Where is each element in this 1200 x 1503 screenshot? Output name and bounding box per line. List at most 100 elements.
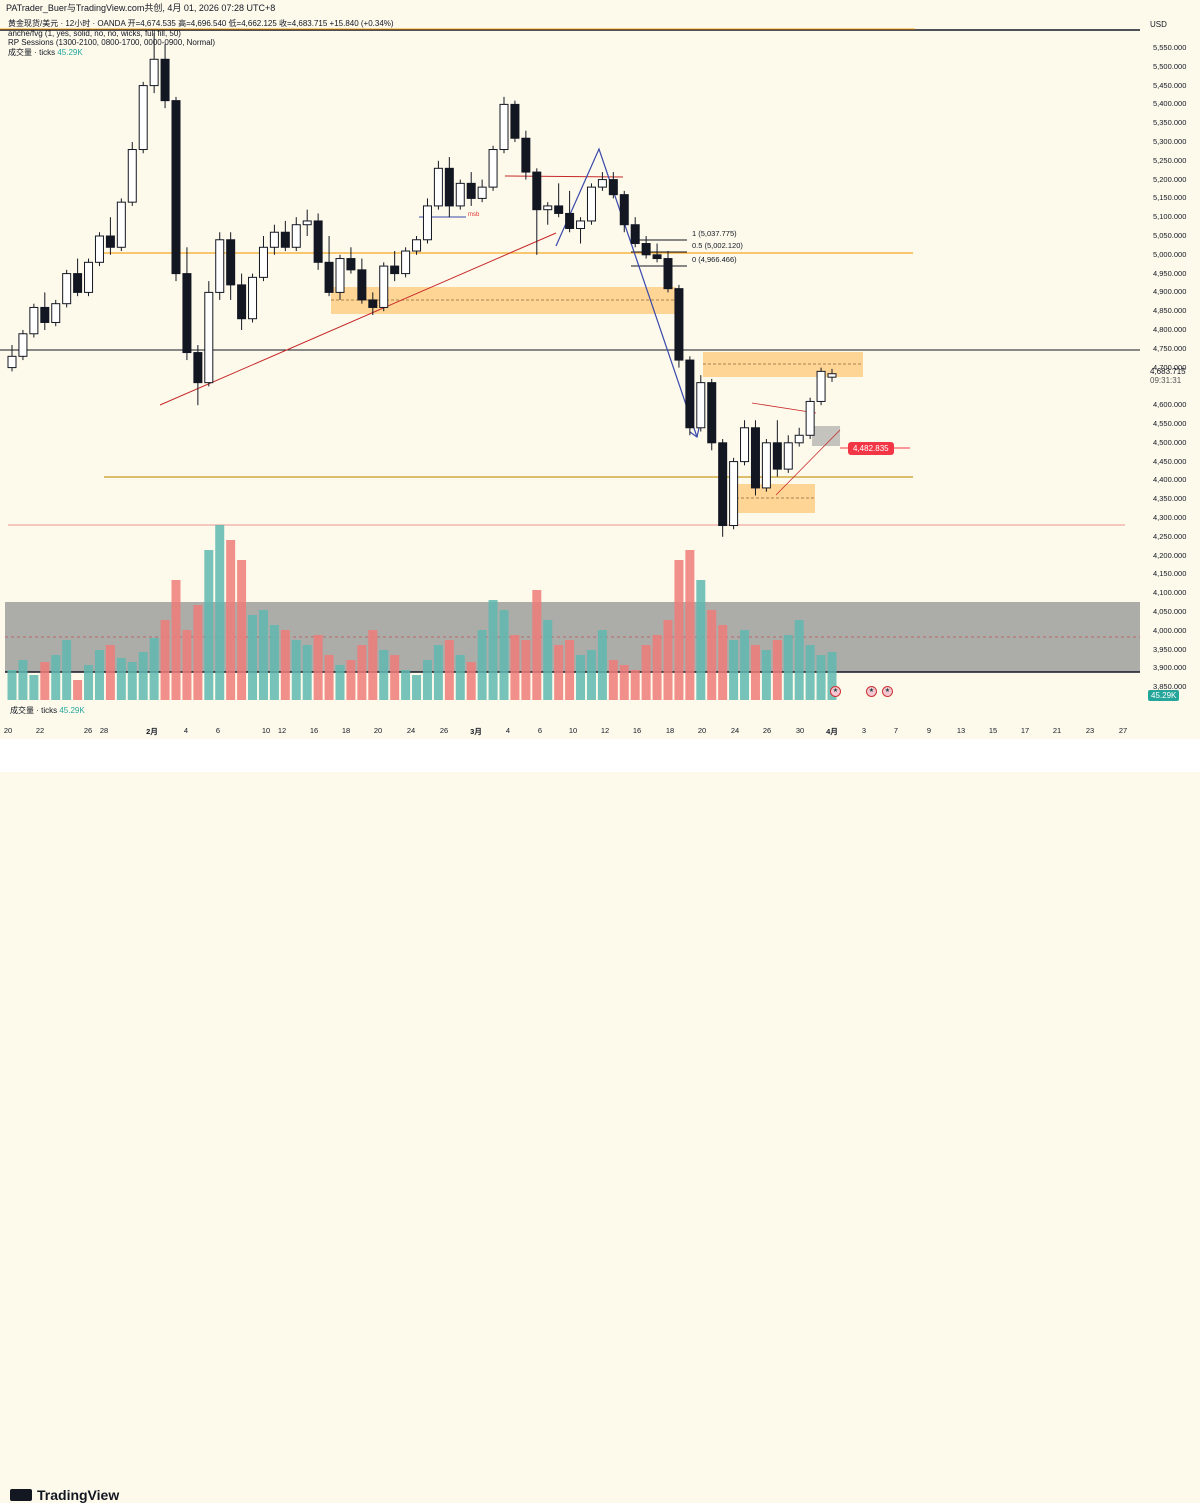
volume-bar bbox=[258, 610, 268, 700]
candle-body bbox=[346, 258, 356, 271]
candle-body bbox=[761, 442, 771, 489]
volume-bar bbox=[532, 590, 542, 700]
date-tick-label: 4 bbox=[183, 726, 189, 735]
gray-box bbox=[812, 426, 840, 446]
volume-bar bbox=[269, 625, 279, 700]
price-tick-label: 5,450.000 bbox=[1153, 80, 1187, 90]
volume-bar bbox=[357, 645, 367, 700]
price-tick-label: 4,050.000 bbox=[1153, 607, 1187, 616]
us-flag-icon[interactable]: ★ bbox=[866, 686, 877, 697]
chart-title-bar: PATrader_Buer与TradingView.com共创, 4月 01, … bbox=[0, 0, 1200, 17]
candle-body bbox=[390, 265, 400, 275]
date-tick-label: 13 bbox=[956, 726, 966, 735]
volume-bar bbox=[368, 630, 378, 700]
volume-bar bbox=[576, 655, 586, 700]
volume-bar bbox=[488, 600, 498, 700]
volume-bar bbox=[543, 620, 553, 700]
price-tick-label: 4,500.000 bbox=[1153, 437, 1187, 447]
candle-body bbox=[772, 442, 782, 470]
volume-pane-label: 成交量 · ticks bbox=[10, 706, 58, 715]
candle-body bbox=[794, 434, 804, 444]
candle-body bbox=[674, 288, 684, 361]
volume-bar bbox=[466, 662, 476, 700]
volume-bar bbox=[160, 620, 170, 700]
volume-bar bbox=[630, 670, 640, 700]
volume-bar bbox=[401, 670, 411, 700]
candle-body bbox=[18, 333, 28, 357]
candle-body bbox=[84, 261, 94, 293]
candle-body bbox=[805, 400, 815, 436]
volume-bar bbox=[597, 630, 607, 700]
date-tick-label: 20 bbox=[3, 726, 13, 735]
tradingview-logo[interactable]: TradingView bbox=[10, 1487, 119, 1503]
candle-body bbox=[269, 231, 279, 248]
us-flag-icon[interactable]: ★ bbox=[830, 686, 841, 697]
volume-bar bbox=[783, 635, 793, 700]
date-tick-label: 12 bbox=[277, 726, 287, 735]
candle-body bbox=[576, 220, 586, 229]
candle-body bbox=[237, 284, 247, 320]
instrument-ohlc[interactable]: 黄金现货/美元 · 12小时 · OANDA 开=4,674.535 高=4,6… bbox=[8, 19, 394, 29]
volume-bar bbox=[707, 610, 717, 700]
candle-body bbox=[204, 291, 214, 384]
candle-body bbox=[401, 250, 411, 275]
volume-bar bbox=[335, 665, 345, 700]
candle-body bbox=[565, 212, 575, 229]
fib-level-1: 1 (5,037.775) bbox=[692, 229, 737, 238]
indicator-volume[interactable]: 成交量 · ticks 45.29K bbox=[8, 48, 394, 58]
target-price-badge: 4,482.835 bbox=[848, 442, 894, 455]
price-tick-label: 4,150.000 bbox=[1153, 569, 1187, 579]
volume-bar bbox=[313, 635, 323, 700]
candle-body bbox=[127, 149, 137, 203]
us-flag-icon[interactable]: ★ bbox=[882, 686, 893, 697]
price-tick-label: 4,950.000 bbox=[1153, 268, 1187, 278]
volume-bar bbox=[171, 580, 181, 700]
tradingview-logo-icon bbox=[10, 1489, 32, 1501]
price-axis[interactable] bbox=[1140, 17, 1200, 717]
volume-bar bbox=[422, 660, 432, 700]
candle-body bbox=[171, 100, 181, 275]
price-chart[interactable] bbox=[0, 0, 1200, 772]
volume-bar bbox=[477, 630, 487, 700]
volume-bar bbox=[390, 655, 400, 700]
time-axis[interactable] bbox=[0, 717, 1140, 739]
fvg-zone bbox=[331, 287, 676, 314]
date-tick-label: 26 bbox=[439, 726, 449, 735]
resistance-line bbox=[504, 175, 624, 178]
volume-pane-value: 45.29K bbox=[59, 706, 85, 715]
volume-bar bbox=[248, 615, 258, 700]
volume-bar bbox=[641, 645, 651, 700]
candle-body bbox=[29, 306, 39, 335]
price-tick-label: 4,400.000 bbox=[1153, 475, 1187, 485]
candle-body bbox=[521, 137, 531, 173]
date-tick-label: 3月 bbox=[470, 727, 482, 736]
volume-bar bbox=[696, 580, 706, 700]
date-tick-label: 7 bbox=[893, 726, 899, 735]
ohlc-values: 开=4,674.535 高=4,696.540 低=4,662.125 收=4,… bbox=[127, 19, 394, 28]
candle-body bbox=[7, 355, 17, 369]
volume-bar bbox=[565, 640, 575, 700]
price-tick-label: 4,900.000 bbox=[1153, 287, 1187, 297]
candle-body bbox=[718, 442, 728, 527]
candle-body bbox=[433, 167, 443, 207]
volume-bar bbox=[237, 560, 247, 700]
volume-bar bbox=[608, 660, 618, 700]
date-tick-label: 10 bbox=[261, 726, 271, 735]
volume-bar bbox=[346, 660, 356, 700]
candle-body bbox=[116, 201, 126, 248]
price-tick-label: 4,300.000 bbox=[1153, 513, 1187, 522]
date-tick-label: 16 bbox=[309, 726, 319, 735]
indicator-rp-sessions[interactable]: RP Sessions (1300-2100, 0800-1700, 0000-… bbox=[8, 38, 216, 47]
volume-bar bbox=[794, 620, 804, 700]
indicator-anche-fvg[interactable]: anche/fvg (1, yes, solid, no, no, wicks,… bbox=[8, 28, 181, 38]
wedge-upper bbox=[751, 402, 817, 414]
bar-countdown: 09:31:31 bbox=[1150, 376, 1182, 385]
volume-bar bbox=[193, 605, 203, 700]
candle-body bbox=[226, 239, 236, 286]
price-tick-label: 5,200.000 bbox=[1153, 174, 1187, 184]
volume-bar bbox=[18, 660, 28, 700]
candle-body bbox=[750, 427, 760, 489]
candle-body bbox=[215, 239, 225, 293]
wedge-lower bbox=[775, 429, 841, 496]
fvg-zone-upper bbox=[703, 352, 863, 377]
